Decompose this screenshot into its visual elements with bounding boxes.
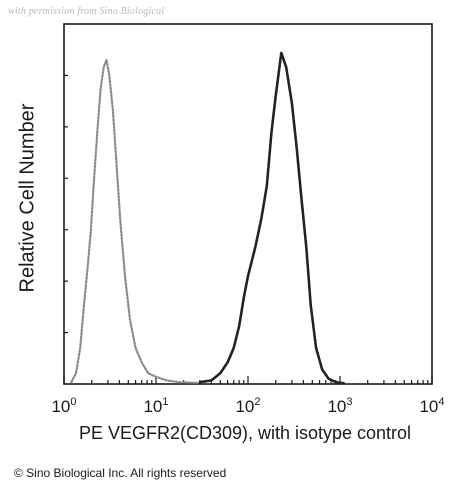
histogram-point (280, 51, 283, 54)
histogram-point (115, 159, 118, 162)
histogram-point (92, 185, 95, 187)
histogram-point (112, 109, 114, 112)
watermark-text: with permission from Sino Biological (8, 6, 165, 17)
histogram-point (108, 73, 111, 76)
histogram-point (196, 382, 199, 384)
histogram-point (285, 66, 288, 69)
histogram-point (129, 318, 131, 321)
histogram-point (270, 131, 273, 133)
histogram-point (96, 131, 99, 133)
histogram-point (254, 246, 257, 249)
series-layer (70, 51, 346, 385)
x-tick-label: 101 (143, 396, 168, 416)
histogram-point (140, 361, 143, 364)
histogram-point (247, 275, 249, 277)
histogram-point (219, 372, 222, 375)
histogram-point (242, 296, 245, 299)
x-tick-label: 100 (51, 396, 76, 416)
histogram-point (83, 303, 85, 306)
histogram-point (291, 102, 293, 105)
copyright-notice: © Sino Biological Inc. All rights reserv… (14, 466, 227, 480)
histogram-point (210, 379, 213, 382)
histogram-point (155, 375, 157, 378)
histogram-point (178, 381, 181, 384)
histogram-point (274, 95, 277, 97)
histogram-point (300, 195, 303, 198)
y-axis-label: Relative Cell Number (16, 103, 39, 293)
histogram-point (124, 275, 126, 277)
histogram-point (315, 347, 317, 349)
histogram-point (105, 59, 108, 61)
histogram-point (296, 149, 298, 151)
x-axis-label: PE VEGFR2(CD309), with isotype control (78, 423, 412, 443)
histogram-point (265, 185, 268, 187)
histogram-point (321, 368, 324, 371)
histogram-point (75, 372, 77, 375)
histogram-point (305, 246, 308, 249)
histogram-point (86, 267, 89, 270)
histogram-point (99, 87, 102, 90)
histogram-point (134, 347, 137, 349)
histogram-series-1 (70, 58, 199, 384)
histogram-point (309, 303, 312, 306)
histogram-point (79, 347, 82, 349)
histogram-point (70, 381, 73, 384)
histogram-point (232, 347, 235, 349)
histogram-point (342, 382, 345, 385)
x-tick-label: 102 (235, 396, 260, 416)
x-tick-label: 104 (419, 396, 444, 416)
histogram-point (102, 66, 105, 69)
histogram-point (238, 325, 241, 328)
histogram-point (260, 217, 263, 220)
histogram-point (147, 372, 150, 375)
x-tick-label: 103 (327, 396, 352, 416)
histogram-point (165, 379, 168, 382)
histogram-series-2 (198, 51, 346, 385)
histogram-point (327, 377, 330, 380)
histogram-point (119, 221, 122, 223)
histogram-point (199, 381, 201, 384)
histogram-point (89, 231, 92, 234)
histogram-point (226, 361, 229, 364)
x-tick-labels: 100 101 102 103 104 (51, 396, 444, 416)
chart-axes (63, 23, 433, 385)
histogram-point (334, 381, 337, 384)
